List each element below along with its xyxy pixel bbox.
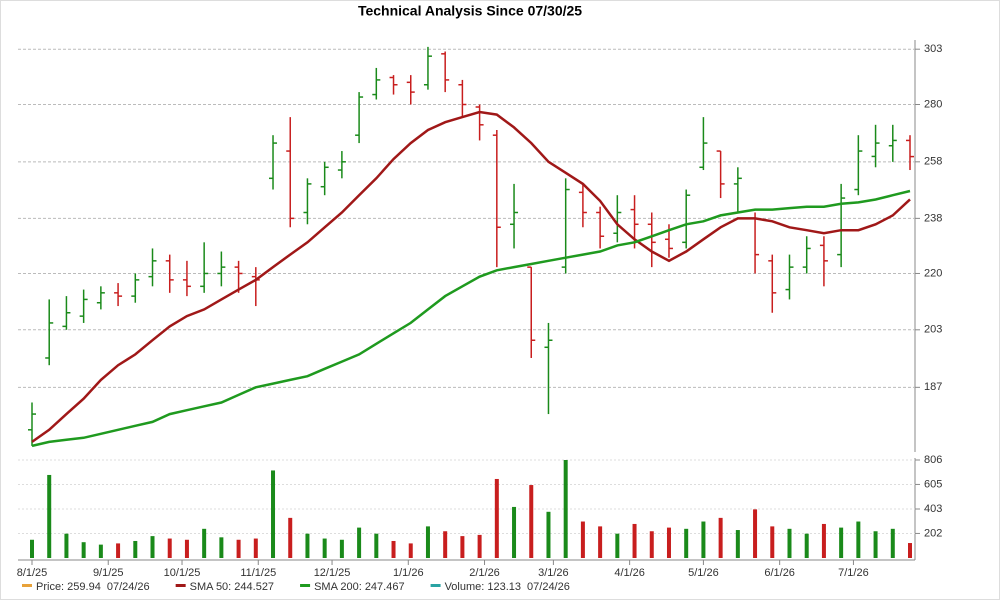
volume-bar (288, 517, 293, 558)
x-tick-label: 4/1/26 (614, 567, 645, 579)
volume-bar (253, 538, 258, 558)
volume-bar (529, 485, 534, 558)
volume-bar (425, 526, 430, 558)
x-tick-label: 12/1/25 (314, 567, 351, 579)
sma-line (31, 110, 911, 443)
volume-bar (150, 536, 155, 558)
volume-bar (546, 511, 551, 558)
y-tick-label: 280 (924, 98, 942, 110)
volume-bar (804, 533, 809, 558)
legend-date: 07/24/26 (527, 581, 570, 593)
volume-bar (649, 531, 654, 558)
x-tick-label: 11/1/25 (240, 567, 276, 579)
volume-bar (718, 517, 723, 558)
volume-bar (81, 542, 86, 558)
volume-bar (873, 531, 878, 558)
volume-bar (477, 534, 482, 558)
volume-bar (184, 539, 189, 558)
volume-bar (839, 527, 844, 558)
volume-bar (391, 540, 396, 558)
legend-swatch (175, 584, 186, 587)
legend-label: SMA 50: 244.527 (190, 581, 274, 593)
volume-bar (357, 527, 362, 558)
volume-bar (167, 538, 172, 558)
y-tick-label: 238 (924, 212, 942, 224)
volume-bar (890, 528, 895, 558)
legend-label: Volume: 123.13 (445, 581, 521, 593)
volume-bar (598, 526, 603, 558)
legend-label: Price: 259.94 (36, 581, 101, 593)
volume-bar (116, 543, 121, 558)
volume-bar (563, 460, 568, 558)
volume-bar (770, 526, 775, 558)
volume-bar (632, 523, 637, 558)
volume-bar (30, 539, 34, 558)
volume-bar (787, 528, 792, 558)
x-tick-label: 2/1/26 (469, 567, 500, 579)
volume-bar (271, 470, 276, 558)
legend-swatch (300, 584, 311, 587)
volume-bar (219, 537, 224, 558)
volume-bar (821, 523, 826, 558)
sma-line (31, 189, 911, 448)
x-tick-label: 5/1/26 (688, 567, 719, 579)
volume-bar (443, 531, 448, 558)
volume-bar (202, 528, 207, 558)
volume-bar (666, 527, 671, 558)
x-tick-label: 7/1/26 (838, 567, 869, 579)
y-tick-label: 303 (924, 43, 942, 55)
volume-bar (98, 544, 103, 558)
volume-bar (908, 543, 912, 558)
volume-bar (512, 506, 517, 558)
y-tick-label: 203 (924, 324, 942, 336)
y-tick-label: 258 (924, 156, 942, 168)
legend-swatch (22, 584, 32, 587)
x-tick-label: 3/1/26 (538, 567, 569, 579)
legend-date: 07/24/26 (107, 581, 150, 593)
volume-bar (408, 543, 413, 558)
y-tick-label: 202 (924, 527, 942, 539)
legend-swatch (430, 584, 441, 587)
volume-bar (701, 521, 706, 558)
volume-bar (322, 538, 327, 558)
chart-title: Technical Analysis Since 07/30/25 (358, 3, 582, 19)
volume-bar (236, 539, 241, 558)
volume-bar (580, 521, 585, 558)
x-tick-label: 10/1/25 (164, 567, 201, 579)
volume-bar (615, 533, 620, 558)
volume-bar (753, 509, 758, 558)
x-tick-label: 9/1/25 (93, 567, 124, 579)
volume-bar (64, 533, 69, 558)
volume-bar (494, 478, 499, 558)
volume-bar (47, 474, 52, 558)
x-tick-label: 6/1/26 (764, 567, 795, 579)
y-tick-label: 403 (924, 503, 942, 515)
y-tick-label: 605 (924, 478, 942, 490)
volume-bar (684, 528, 689, 558)
volume-bar (339, 539, 344, 558)
x-tick-label: 8/1/25 (17, 567, 48, 579)
volume-bar (460, 536, 465, 558)
x-tick-label: 1/1/26 (393, 567, 424, 579)
y-tick-label: 806 (924, 454, 942, 466)
volume-bar (305, 533, 310, 558)
y-tick-label: 220 (924, 267, 942, 279)
volume-bar (374, 533, 379, 558)
volume-bar (735, 530, 740, 558)
volume-bar (856, 521, 861, 558)
volume-bar (133, 540, 138, 558)
legend-label: SMA 200: 247.467 (314, 581, 405, 593)
y-tick-label: 187 (924, 381, 942, 393)
